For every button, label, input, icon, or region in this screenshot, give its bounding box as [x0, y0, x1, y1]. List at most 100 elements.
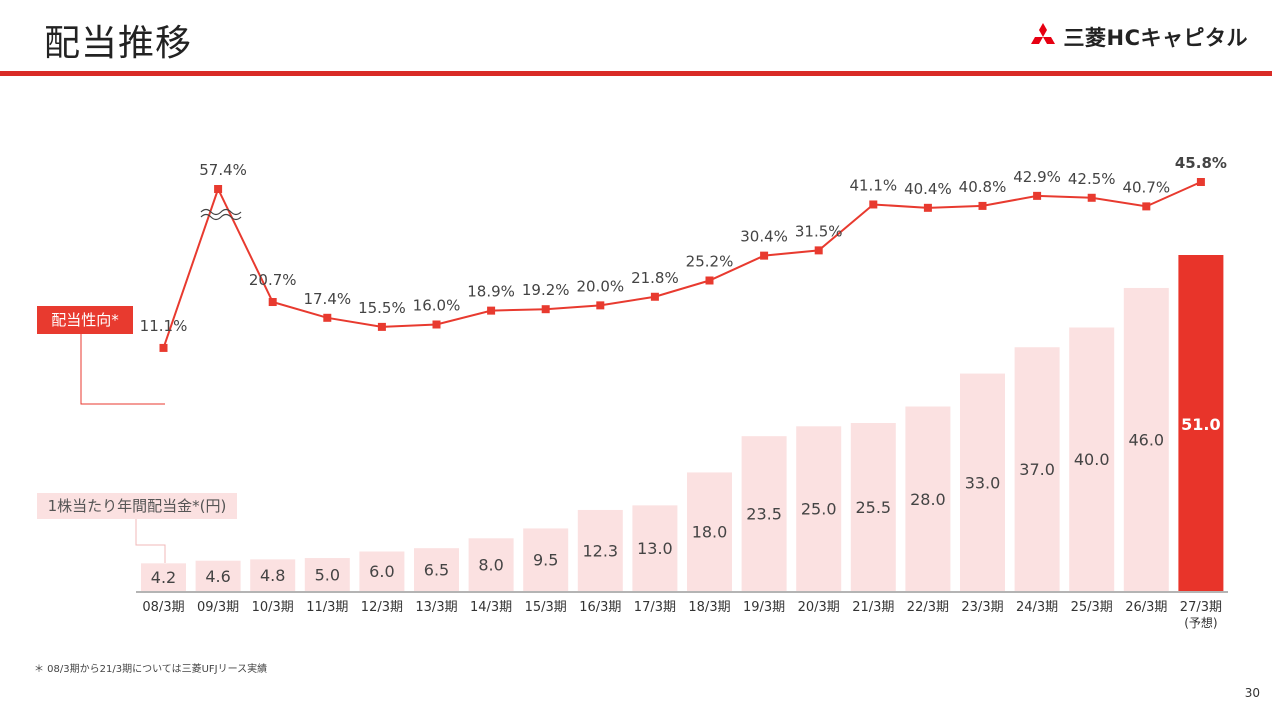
- x-tick-label: 13/3期: [415, 600, 457, 615]
- page-number: 30: [1244, 686, 1260, 700]
- line-marker-7: [541, 305, 550, 314]
- line-value-label: 57.4%: [199, 161, 247, 179]
- bar-5: [414, 548, 459, 591]
- line-marker-10: [705, 276, 714, 285]
- company-logo: 三菱HCキャピタル: [1028, 20, 1249, 54]
- line-value-label: 42.5%: [1068, 170, 1116, 188]
- line-marker-6: [487, 306, 496, 315]
- payout-ratio-line: [162, 181, 1202, 349]
- bar-14: [905, 406, 951, 591]
- page-title: 配当推移: [44, 23, 193, 64]
- x-tick-label: 16/3期: [579, 600, 621, 615]
- x-tick-label: 11/3期: [306, 600, 348, 615]
- bar-value-label: 4.8: [260, 566, 285, 585]
- bar-7: [523, 528, 569, 591]
- line-marker-12: [814, 246, 823, 255]
- x-tick-label: 24/3期: [1016, 600, 1058, 615]
- line-value-label: 16.0%: [413, 296, 461, 314]
- bar-12: [796, 426, 842, 591]
- bar-1: [195, 560, 241, 591]
- bar-10: [687, 472, 732, 591]
- line-marker-15: [978, 201, 987, 210]
- x-tick-label: 08/3期: [142, 600, 184, 615]
- x-tick-label: 20/3期: [798, 600, 840, 615]
- bar-8: [577, 509, 623, 591]
- bar-15: [960, 373, 1005, 591]
- bar-18: [1123, 287, 1169, 591]
- x-tick-label: 15/3期: [525, 600, 567, 615]
- bar-11: [741, 436, 787, 591]
- line-marker-4: [377, 322, 386, 331]
- line-marker-2: [268, 298, 277, 307]
- axis-break-lower: [200, 213, 242, 221]
- bar-value-label: 8.0: [478, 556, 503, 575]
- x-tick-label: 09/3期: [197, 600, 239, 615]
- x-tick-label: 10/3期: [252, 600, 294, 615]
- line-value-label: 17.4%: [303, 290, 351, 308]
- bar-17: [1069, 327, 1115, 591]
- x-tick-label: 21/3期: [852, 600, 894, 615]
- bar-value-label: 13.0: [637, 539, 673, 558]
- line-value-label: 25.2%: [686, 253, 734, 271]
- bar-value-label: 18.0: [692, 523, 728, 542]
- axis-break-upper: [200, 208, 242, 216]
- line-value-label: 31.5%: [795, 222, 843, 240]
- x-tick-label: 22/3期: [907, 600, 949, 615]
- bar-value-label: 28.0: [910, 490, 946, 509]
- line-marker-3: [323, 313, 332, 322]
- line-marker-9: [650, 292, 659, 301]
- x-tick-label: 25/3期: [1071, 600, 1113, 615]
- dps-label-connector: [135, 519, 166, 563]
- bar-value-label: 4.2: [151, 568, 176, 587]
- x-tick-label: 17/3期: [634, 600, 676, 615]
- line-marker-0: [159, 343, 168, 352]
- x-tick-label: 26/3期: [1125, 600, 1167, 615]
- bar-0: [141, 563, 186, 591]
- x-tick-label: 23/3期: [961, 600, 1003, 615]
- line-marker-1: [214, 185, 223, 193]
- line-value-label: 41.1%: [849, 176, 897, 194]
- bar-3: [304, 558, 350, 591]
- line-value-label: 15.5%: [358, 299, 406, 317]
- bar-value-label: 25.5: [855, 498, 891, 517]
- bar-value-label: 6.0: [369, 562, 394, 581]
- line-value-label: 45.8%: [1175, 154, 1227, 172]
- footnote: ＊ 08/3期から21/3期については三菱UFJリース実績: [34, 664, 268, 675]
- bar-6: [468, 538, 514, 591]
- bar-9: [632, 505, 678, 591]
- line-marker-5: [432, 320, 441, 329]
- line-value-label: 20.0%: [576, 277, 624, 295]
- line-marker-16: [1033, 191, 1042, 200]
- bar-value-label: 23.5: [746, 505, 782, 524]
- line-value-label: 11.1%: [140, 317, 188, 335]
- line-value-label: 30.4%: [740, 228, 788, 246]
- line-value-label: 19.2%: [522, 281, 570, 299]
- bar-19: [1178, 255, 1224, 591]
- logo-text: 三菱HCキャピタル: [1063, 26, 1248, 50]
- bar-value-label: 5.0: [315, 566, 340, 585]
- bar-value-label: 12.3: [582, 541, 618, 560]
- x-tick-label: 14/3期: [470, 600, 512, 615]
- x-tick-label: 12/3期: [361, 600, 403, 615]
- line-marker-14: [923, 203, 932, 212]
- three-diamonds-icon: [1030, 23, 1055, 44]
- x-tick-label: 19/3期: [743, 600, 785, 615]
- bar-13: [850, 423, 896, 591]
- bar-value-label: 25.0: [801, 500, 837, 519]
- line-marker-17: [1087, 193, 1096, 202]
- bar-value-label: 4.6: [205, 567, 230, 586]
- line-marker-19: [1196, 178, 1205, 186]
- bar-value-label: 51.0: [1181, 415, 1220, 434]
- dps-label: 1株当たり年間配当金*(円): [37, 493, 237, 519]
- line-value-label: 40.7%: [1122, 178, 1170, 196]
- line-marker-13: [869, 200, 878, 209]
- x-tick-label: 18/3期: [688, 600, 730, 615]
- bar-value-label: 33.0: [965, 473, 1001, 492]
- line-value-label: 21.8%: [631, 269, 679, 287]
- bar-value-label: 9.5: [533, 551, 558, 570]
- payout-ratio-label: 配当性向*: [37, 306, 133, 334]
- bar-value-label: 46.0: [1128, 430, 1164, 449]
- line-value-label: 20.7%: [249, 271, 297, 289]
- header-divider: [0, 71, 1272, 76]
